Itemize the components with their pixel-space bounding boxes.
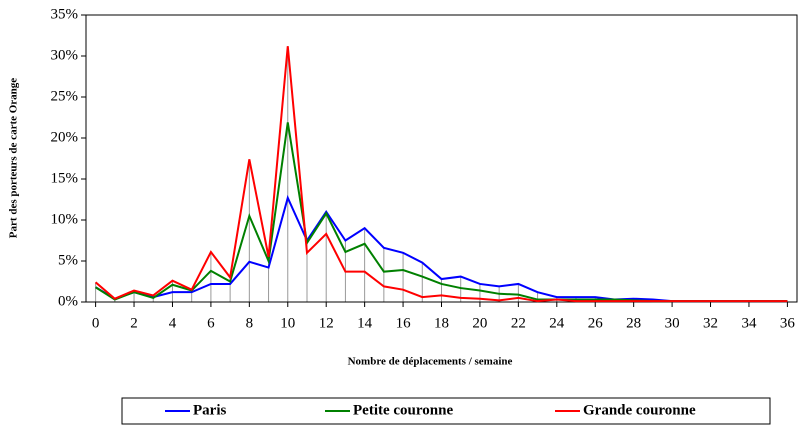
legend-box (121, 397, 771, 425)
y-tick-label: 30% (51, 47, 79, 63)
x-tick-label: 14 (357, 315, 373, 331)
x-tick-label: 0 (92, 315, 100, 331)
x-tick-label: 36 (780, 315, 796, 331)
x-tick-label: 24 (549, 315, 565, 331)
x-tick-label: 32 (703, 315, 718, 331)
x-tick-label: 34 (741, 315, 757, 331)
x-tick-label: 22 (511, 315, 526, 331)
y-tick-label: 10% (51, 211, 79, 227)
x-tick-label: 26 (588, 315, 604, 331)
x-tick-label: 30 (665, 315, 680, 331)
x-tick-label: 10 (280, 315, 295, 331)
y-tick-label: 25% (51, 88, 79, 104)
series-line (94, 46, 788, 303)
x-tick-label: 28 (626, 315, 641, 331)
legend-label: Paris (193, 402, 226, 418)
legend-label: Grande couronne (583, 402, 696, 418)
x-tick-label: 20 (472, 315, 487, 331)
x-tick-label: 4 (169, 315, 177, 331)
x-tick-label: 8 (246, 315, 254, 331)
x-tick-label: 18 (434, 315, 449, 331)
x-tick-label: 12 (319, 315, 334, 331)
y-tick-label: 0% (58, 293, 78, 309)
y-axis-title: Part des porteurs de carte Orange (8, 78, 20, 238)
x-tick-label: 16 (396, 315, 412, 331)
y-tick-label: 35% (51, 6, 79, 22)
y-tick-label: 15% (51, 170, 79, 186)
x-axis-title: Nombre de déplacements / semaine (348, 356, 513, 368)
y-tick-label: 5% (58, 252, 78, 268)
y-tick-label: 20% (51, 129, 79, 145)
x-tick-label: 2 (130, 315, 138, 331)
legend-label: Petite couronne (353, 402, 453, 418)
plot-area (85, 14, 798, 303)
x-tick-label: 6 (207, 315, 215, 331)
